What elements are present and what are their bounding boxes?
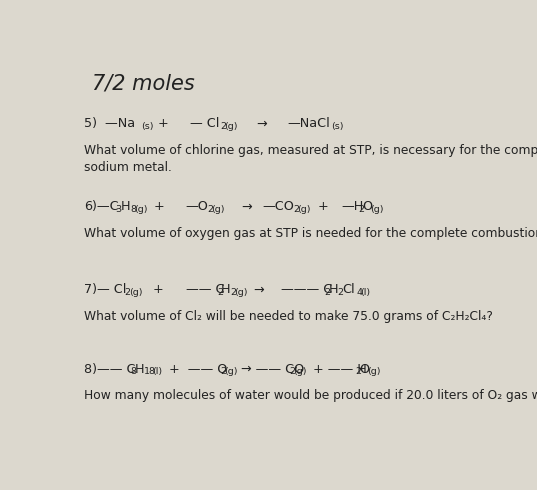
Text: (g): (g)	[297, 205, 311, 214]
Text: +  —— O: + —— O	[165, 363, 227, 375]
Text: 2: 2	[289, 367, 295, 376]
Text: 2: 2	[359, 205, 365, 214]
Text: 7/2 moles: 7/2 moles	[92, 73, 195, 93]
Text: 6)—C: 6)—C	[84, 200, 118, 213]
Text: 8)—— C: 8)—— C	[84, 363, 135, 375]
Text: 2: 2	[355, 367, 361, 376]
Text: H: H	[120, 200, 130, 213]
Text: —— C: —— C	[186, 283, 224, 296]
Text: 2: 2	[338, 288, 344, 297]
Text: —CO: —CO	[262, 200, 294, 213]
Text: ——— C: ——— C	[281, 283, 333, 296]
Text: (l): (l)	[153, 367, 163, 376]
Text: H: H	[329, 283, 338, 296]
Text: →: →	[257, 117, 267, 130]
Text: + —— H: + —— H	[309, 363, 367, 375]
Text: (g): (g)	[367, 367, 380, 376]
Text: —O: —O	[186, 200, 208, 213]
Text: →: →	[241, 200, 252, 213]
Text: (g): (g)	[211, 205, 224, 214]
Text: (s): (s)	[141, 122, 154, 131]
Text: 2: 2	[293, 205, 299, 214]
Text: (g): (g)	[129, 288, 142, 297]
Text: (g): (g)	[293, 367, 307, 376]
Text: 5)  —Na: 5) —Na	[84, 117, 135, 130]
Text: What volume of oxygen gas at STP is needed for the complete combustion of 5.53 g: What volume of oxygen gas at STP is need…	[84, 227, 537, 240]
Text: 18: 18	[144, 367, 156, 376]
Text: 2: 2	[217, 288, 223, 297]
Text: What volume of Cl₂ will be needed to make 75.0 grams of C₂H₂Cl₄?: What volume of Cl₂ will be needed to mak…	[84, 310, 492, 323]
Text: 2: 2	[125, 288, 130, 297]
Text: (s): (s)	[331, 122, 344, 131]
Text: +: +	[314, 200, 328, 213]
Text: O: O	[359, 363, 369, 375]
Text: 8: 8	[131, 367, 137, 376]
Text: 4: 4	[357, 288, 362, 297]
Text: O: O	[362, 200, 373, 213]
Text: —NaCl: —NaCl	[288, 117, 330, 130]
Text: (g): (g)	[235, 288, 248, 297]
Text: 2: 2	[324, 288, 330, 297]
Text: What volume of chlorine gas, measured at STP, is necessary for the complete reac: What volume of chlorine gas, measured at…	[84, 144, 537, 173]
Text: +: +	[146, 283, 164, 296]
Text: —H: —H	[341, 200, 364, 213]
Text: (g): (g)	[224, 122, 238, 131]
Text: → —— CO: → —— CO	[241, 363, 304, 375]
Text: (l): (l)	[360, 288, 371, 297]
Text: +: +	[154, 117, 169, 130]
Text: 2: 2	[220, 367, 226, 376]
Text: H: H	[135, 363, 144, 375]
Text: 7)— Cl: 7)— Cl	[84, 283, 126, 296]
Text: H: H	[221, 283, 231, 296]
Text: 3: 3	[115, 205, 121, 214]
Text: 8: 8	[130, 205, 136, 214]
Text: →: →	[253, 283, 264, 296]
Text: (g): (g)	[370, 205, 383, 214]
Text: (g): (g)	[224, 367, 238, 376]
Text: 2: 2	[230, 288, 236, 297]
Text: How many molecules of water would be produced if 20.0 liters of O₂ gas were burn: How many molecules of water would be pro…	[84, 389, 537, 402]
Text: (g): (g)	[135, 205, 148, 214]
Text: — Cl: — Cl	[190, 117, 219, 130]
Text: 2: 2	[207, 205, 213, 214]
Text: 2: 2	[220, 122, 226, 131]
Text: Cl: Cl	[342, 283, 354, 296]
Text: +: +	[150, 200, 165, 213]
